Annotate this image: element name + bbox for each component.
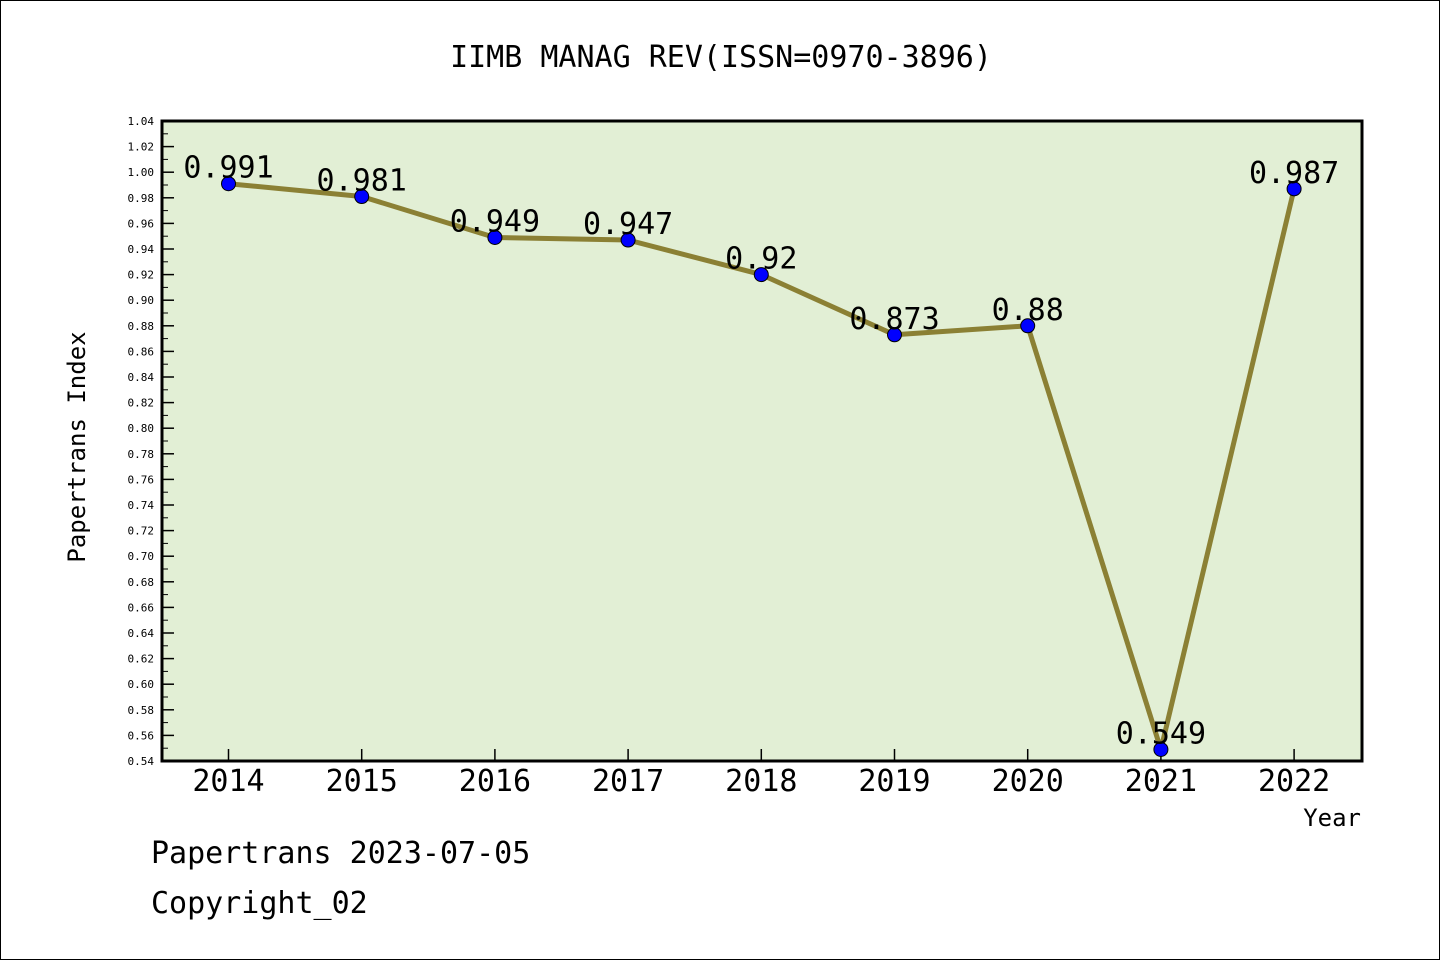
y-tick-label: 0.88 <box>128 320 155 333</box>
y-tick-label: 0.60 <box>128 678 155 691</box>
x-tick-label: 2017 <box>592 764 664 799</box>
y-tick-label: 0.66 <box>128 601 155 614</box>
x-tick-label: 2019 <box>858 764 930 799</box>
y-tick-label: 0.96 <box>128 217 155 230</box>
data-point <box>354 189 370 205</box>
y-tick-label: 0.76 <box>128 473 155 486</box>
y-tick-label: 0.62 <box>128 653 155 666</box>
y-axis-label: Papertrans Index <box>63 331 91 562</box>
y-tick-label: 0.64 <box>128 627 155 640</box>
data-point <box>221 176 236 192</box>
footer-source: Papertrans 2023-07-05 <box>151 836 531 871</box>
data-point <box>487 229 503 245</box>
y-tick-label: 0.72 <box>128 525 155 538</box>
y-tick-label: 0.94 <box>128 243 155 256</box>
y-tick-label: 0.54 <box>128 755 155 768</box>
data-point <box>620 232 636 248</box>
data-point <box>1286 181 1302 197</box>
x-tick-label: 2018 <box>725 764 797 799</box>
data-label: 0.981 <box>317 164 407 199</box>
y-tick-label: 0.80 <box>128 422 155 435</box>
y-tick-label: 0.70 <box>128 550 155 563</box>
x-tick-label: 2016 <box>459 764 531 799</box>
data-markers <box>221 176 1302 757</box>
y-axis: 0.54 0.56 0.58 0.60 0.62 0.64 0.66 0.68 0.70 0.72… <box>128 115 174 768</box>
data-label: 0.92 <box>725 242 797 277</box>
data-label: 0.88 <box>992 293 1064 328</box>
y-tick-label: 1.02 <box>128 141 155 154</box>
x-axis: 2014 2015 2016 2017 2018 2019 2020 2021 2022 <box>192 749 1330 799</box>
data-label: 0.949 <box>450 204 540 239</box>
data-labels: 0.991 0.981 0.949 0.947 0.92 0.873 0.88 0.549 0.… <box>183 151 1339 752</box>
y-tick-label: 0.84 <box>128 371 155 384</box>
y-tick-label: 0.82 <box>128 397 155 410</box>
x-tick-label: 2014 <box>192 764 264 799</box>
data-label: 0.947 <box>583 207 673 242</box>
data-point <box>1020 318 1036 334</box>
x-tick-label: 2022 <box>1258 764 1330 799</box>
y-tick-label: 0.78 <box>128 448 155 461</box>
x-axis-label: Year <box>1303 804 1361 832</box>
y-tick-label: 0.68 <box>128 576 155 589</box>
plot-area <box>160 119 1364 763</box>
x-tick-label: 2015 <box>326 764 398 799</box>
data-label: 0.549 <box>1116 716 1206 751</box>
y-tick-label: 0.90 <box>128 294 155 307</box>
y-tick-label: 0.74 <box>128 499 155 512</box>
footer-copyright: Copyright_02 <box>151 886 368 921</box>
data-point <box>1153 741 1169 757</box>
y-tick-label: 0.92 <box>128 269 155 282</box>
x-tick-label: 2020 <box>992 764 1064 799</box>
y-tick-label: 0.98 <box>128 192 155 205</box>
data-point <box>753 267 769 283</box>
chart-title: IIMB MANAG REV(ISSN=0970-3896) <box>450 40 992 75</box>
data-label: 0.991 <box>183 151 273 186</box>
y-tick-label: 0.56 <box>128 729 155 742</box>
x-tick-label: 2021 <box>1125 764 1197 799</box>
y-tick-label: 0.58 <box>128 704 155 717</box>
y-tick-label: 1.00 <box>128 166 155 179</box>
y-tick-label: 0.86 <box>128 345 155 358</box>
y-tick-label: 1.04 <box>128 115 155 128</box>
data-label: 0.873 <box>849 302 939 337</box>
data-point <box>887 327 902 343</box>
data-label: 0.987 <box>1249 156 1339 191</box>
